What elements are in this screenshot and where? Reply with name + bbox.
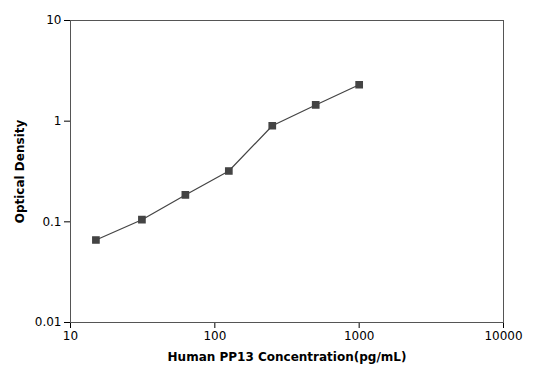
svg-text:0.01: 0.01 (35, 315, 62, 329)
svg-text:10000: 10000 (484, 329, 522, 343)
svg-text:0.1: 0.1 (42, 215, 61, 229)
svg-text:100: 100 (203, 329, 226, 343)
svg-text:Optical Density: Optical Density (13, 120, 27, 224)
svg-text:10: 10 (63, 329, 78, 343)
svg-text:Human PP13 Concentration(pg/mL: Human PP13 Concentration(pg/mL) (168, 350, 407, 364)
svg-text:1000: 1000 (344, 329, 375, 343)
svg-text:1: 1 (54, 114, 62, 128)
svg-text:10: 10 (46, 13, 61, 27)
